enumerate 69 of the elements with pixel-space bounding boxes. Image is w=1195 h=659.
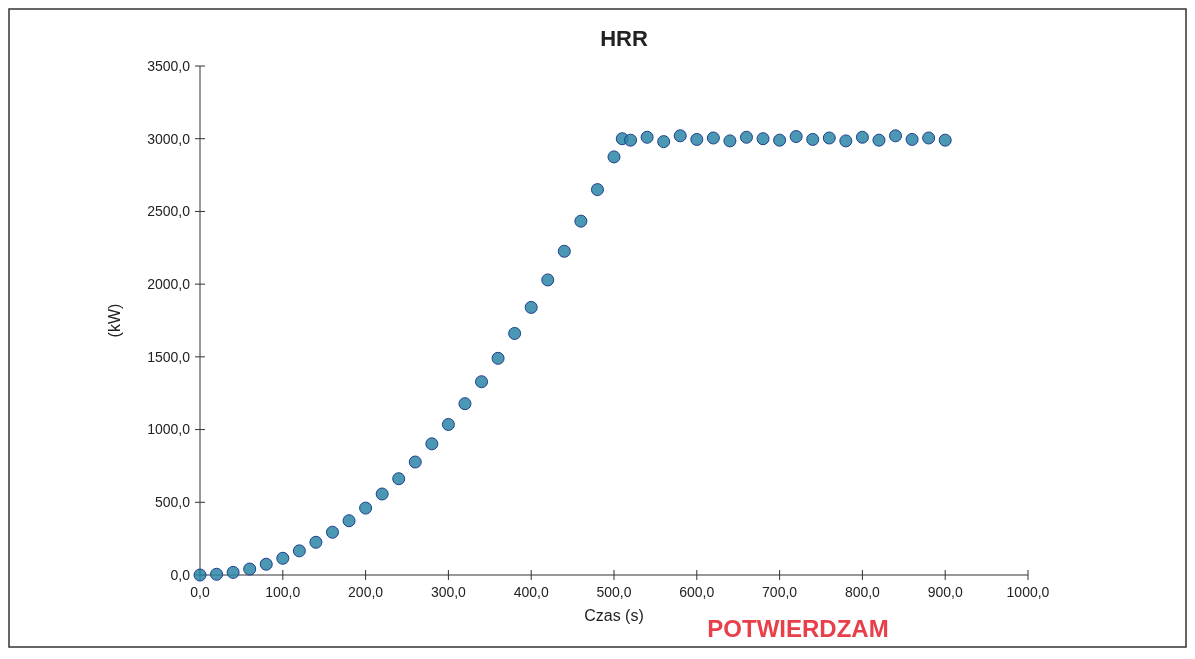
- point: [574, 214, 588, 228]
- y-tick-label: 500,0: [154, 494, 191, 511]
- point: [325, 525, 339, 539]
- point: [259, 557, 273, 571]
- point: [425, 437, 439, 451]
- x-tick-label: 900,0: [927, 584, 963, 600]
- point: [922, 131, 936, 145]
- point: [938, 133, 952, 147]
- point: [739, 130, 753, 144]
- point: [276, 551, 290, 565]
- point: [210, 567, 224, 581]
- point: [342, 514, 356, 528]
- point: [839, 134, 853, 148]
- y-tick-label: 3000,0: [147, 130, 191, 147]
- point: [475, 375, 489, 389]
- x-tick-label: 400,0: [513, 584, 549, 600]
- x-tick-label: 0,0: [190, 584, 210, 600]
- x-tick-label: 1000,0: [1006, 584, 1050, 600]
- point: [789, 130, 803, 144]
- point: [756, 132, 770, 146]
- point: [193, 568, 207, 582]
- point: [226, 565, 240, 579]
- point: [441, 417, 455, 431]
- point: [375, 487, 389, 501]
- y-tick-label: 2500,0: [147, 203, 191, 220]
- point: [359, 501, 373, 515]
- point: [855, 130, 869, 144]
- y-tick-label: 0,0: [170, 566, 191, 583]
- text: POTWIERDZAM: [707, 615, 889, 642]
- point: [690, 132, 704, 146]
- point: [822, 131, 836, 145]
- point: [392, 472, 406, 486]
- y-tick-label: 2000,0: [147, 276, 191, 293]
- x-tick-label: 100,0: [265, 584, 301, 600]
- point: [590, 183, 604, 197]
- point: [872, 133, 886, 147]
- point: [640, 130, 654, 144]
- point: [524, 300, 538, 314]
- point: [657, 135, 671, 149]
- point: [243, 562, 257, 576]
- y-tick-label: 3500,0: [147, 57, 191, 74]
- point: [408, 455, 422, 469]
- point: [806, 132, 820, 146]
- x-tick-label: 200,0: [348, 584, 384, 600]
- x-tick-label: 600,0: [679, 584, 715, 600]
- x-tick-label: 700,0: [762, 584, 798, 600]
- point: [723, 134, 737, 148]
- point: [706, 131, 720, 145]
- point: [541, 273, 555, 287]
- point: [557, 244, 571, 258]
- y-tick-label: 1500,0: [147, 348, 191, 365]
- point: [624, 133, 638, 147]
- x-tick-label: 500,0: [596, 584, 632, 600]
- point: [458, 397, 472, 411]
- point: [773, 133, 787, 147]
- point: [491, 351, 505, 365]
- y-axis-title: (kW): [106, 303, 123, 338]
- point: [607, 150, 621, 164]
- x-axis-title: Czas (s): [584, 607, 644, 624]
- point: [309, 535, 323, 549]
- point: [673, 129, 687, 143]
- point: [508, 326, 522, 340]
- x-tick-label: 800,0: [844, 584, 881, 600]
- x-tick-label: 300,0: [430, 584, 467, 600]
- point: [905, 132, 919, 146]
- y-tick-label: 1000,0: [147, 421, 191, 438]
- point: [889, 129, 903, 143]
- chart-title: HRR: [600, 26, 648, 51]
- point: [292, 544, 306, 558]
